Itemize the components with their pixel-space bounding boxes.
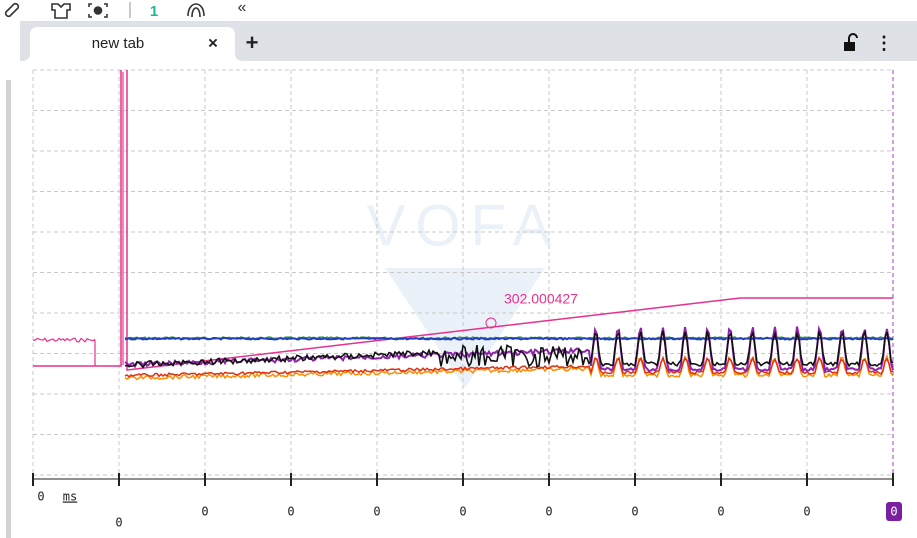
fingerprint-icon[interactable]	[187, 3, 205, 18]
watermark-text: VOFA	[367, 193, 562, 258]
grid	[32, 69, 894, 476]
trace-red	[124, 355, 894, 378]
cursor-marker	[485, 317, 497, 329]
trace-pink-step	[33, 70, 893, 371]
axis-tick-label: 0	[545, 505, 552, 519]
axis-tick-label: 0	[631, 505, 638, 519]
tab[interactable]	[22, 27, 243, 61]
content	[20, 61, 917, 538]
axis-tick-label: 0	[459, 505, 466, 519]
watermark-logo	[385, 268, 545, 388]
menu-button[interactable]: ⋮	[875, 33, 893, 53]
lock-icon[interactable]	[844, 33, 858, 51]
tab-close[interactable]: ×	[208, 33, 218, 52]
scrollbar	[6, 80, 11, 538]
focus-icon[interactable]	[88, 3, 108, 18]
axis-tick-label: 0	[803, 505, 810, 519]
new-tab[interactable]: +	[246, 30, 259, 55]
trace-black	[124, 329, 894, 369]
watermark: VOFA	[367, 193, 562, 388]
axis-end-badge	[886, 502, 902, 521]
axis-tick-label: 0	[890, 505, 897, 519]
axis-tick-label: 0	[373, 505, 380, 519]
tab-title: new tab	[92, 35, 145, 52]
wrench-icon[interactable]	[4, 2, 20, 18]
trace-blue	[125, 336, 894, 341]
axis-tick-label: 0	[201, 505, 208, 519]
axis-ticks: 0 0 0 0 0 0 0 0	[32, 473, 894, 519]
traces	[32, 70, 894, 381]
axis-origin: 0	[37, 490, 44, 504]
axis-tick-label: 0	[115, 516, 122, 530]
shirt-icon[interactable]	[51, 3, 71, 19]
trace-pink-pre	[32, 337, 96, 343]
axis-tick-label: 0	[717, 505, 724, 519]
badge: 1	[150, 3, 158, 20]
cursor-label: 302.000427	[504, 291, 578, 307]
axis-tick-label: 0	[287, 505, 294, 519]
toolbar	[4, 2, 205, 19]
axis-unit[interactable]: ms	[63, 490, 77, 504]
collapse-button[interactable]: «	[238, 0, 247, 16]
trace-pink-spike	[94, 72, 124, 366]
